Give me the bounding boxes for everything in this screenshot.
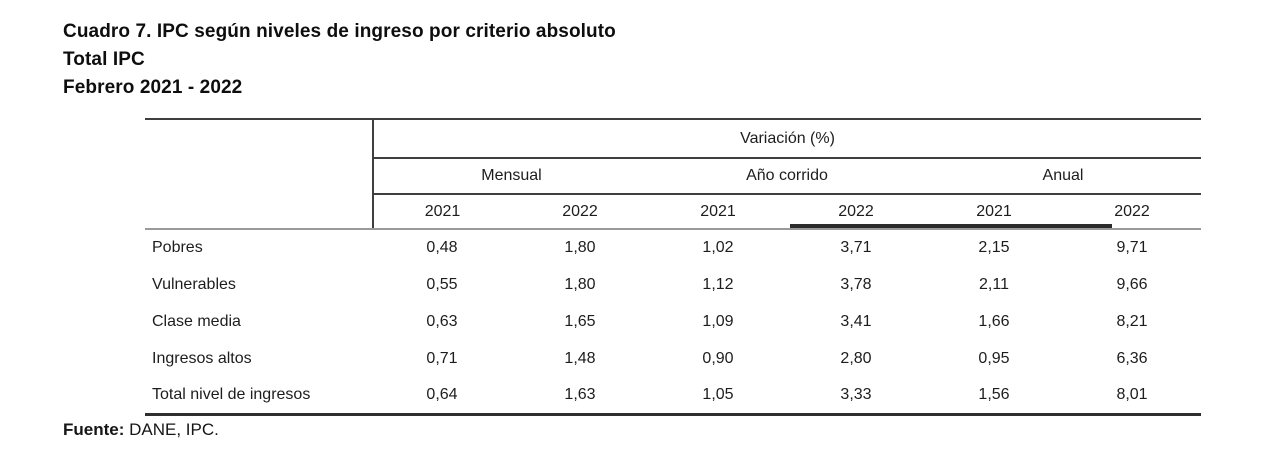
table-rule-dark-segment <box>790 224 1112 228</box>
table-subtitle: Total IPC <box>63 49 145 70</box>
value-cell: 1,80 <box>564 275 596 293</box>
value-cell: 8,21 <box>1116 312 1148 330</box>
group-header-ano-corrido: Año corrido <box>649 158 925 195</box>
value-cell: 1,09 <box>702 312 734 330</box>
value-cell: 0,64 <box>373 377 511 416</box>
value-cell: 1,48 <box>564 349 596 367</box>
document-title-block: Cuadro 7. IPC según niveles de ingreso p… <box>63 18 616 102</box>
value-cell: 1,63 <box>511 377 649 416</box>
table-row: Clase media 0,63 1,65 1,09 3,41 1,66 8,2… <box>145 303 1201 340</box>
value-cell: 1,65 <box>564 312 596 330</box>
value-cell: 0,48 <box>426 239 458 256</box>
row-label: Total nivel de ingresos <box>145 377 373 416</box>
value-cell: 0,95 <box>978 349 1010 367</box>
value-cell: 3,71 <box>840 239 872 256</box>
value-cell: 2,15 <box>978 239 1010 256</box>
row-label: Clase media <box>152 312 241 330</box>
value-cell: 9,66 <box>1116 275 1148 293</box>
value-cell: 0,71 <box>426 349 458 367</box>
year-header: 2021 <box>373 194 511 230</box>
value-cell: 2,11 <box>979 275 1009 293</box>
ipc-table-container: Variación (%) Mensual Año corrido Anual … <box>145 118 1202 416</box>
value-cell: 9,71 <box>1116 239 1148 256</box>
source-label: Fuente: <box>63 420 125 439</box>
variation-header: Variación (%) <box>373 119 1202 159</box>
value-cell: 2,80 <box>840 349 872 367</box>
value-cell: 1,80 <box>564 239 596 256</box>
value-cell: 3,41 <box>840 312 872 330</box>
value-cell: 3,78 <box>840 275 872 293</box>
value-cell: 8,01 <box>1063 377 1202 416</box>
group-header-row: Mensual Año corrido Anual <box>145 158 1202 195</box>
table-row: Total nivel de ingresos 0,64 1,63 1,05 3… <box>145 377 1202 416</box>
table-row: Ingresos altos 0,71 1,48 0,90 2,80 0,95 … <box>145 340 1201 377</box>
year-header: 2021 <box>649 194 787 230</box>
value-cell: 3,33 <box>787 377 925 416</box>
value-cell: 1,02 <box>702 239 734 256</box>
table-period: Febrero 2021 - 2022 <box>63 77 243 98</box>
ipc-table: Variación (%) Mensual Año corrido Anual … <box>145 118 1202 416</box>
value-cell: 0,63 <box>426 312 458 330</box>
source-note: Fuente: DANE, IPC. <box>63 420 219 440</box>
row-label: Ingresos altos <box>152 349 252 367</box>
table-row: Pobres 0,48 1,80 1,02 3,71 2,15 9,71 <box>145 229 1201 266</box>
value-cell: 1,66 <box>978 312 1010 330</box>
row-label: Pobres <box>152 239 203 256</box>
table-title: Cuadro 7. IPC según niveles de ingreso p… <box>63 21 616 42</box>
table-row: Vulnerables 0,55 1,80 1,12 3,78 2,11 9,6… <box>145 266 1201 303</box>
variation-header-row: Variación (%) <box>145 119 1202 230</box>
row-label-column-stub <box>145 119 374 230</box>
year-header-row: 2021 2022 2021 2022 2021 2022 <box>145 194 1202 230</box>
value-cell: 1,12 <box>702 275 734 293</box>
value-cell: 0,55 <box>426 275 458 293</box>
year-header: 2022 <box>511 194 649 230</box>
group-header-mensual: Mensual <box>373 158 649 195</box>
value-cell: 0,90 <box>702 349 734 367</box>
row-label: Vulnerables <box>152 275 236 293</box>
value-cell: 1,56 <box>925 377 1063 416</box>
value-cell: 1,05 <box>649 377 787 416</box>
source-text: DANE, IPC. <box>129 420 219 439</box>
group-header-anual: Anual <box>925 158 1202 195</box>
value-cell: 6,36 <box>1116 349 1148 367</box>
